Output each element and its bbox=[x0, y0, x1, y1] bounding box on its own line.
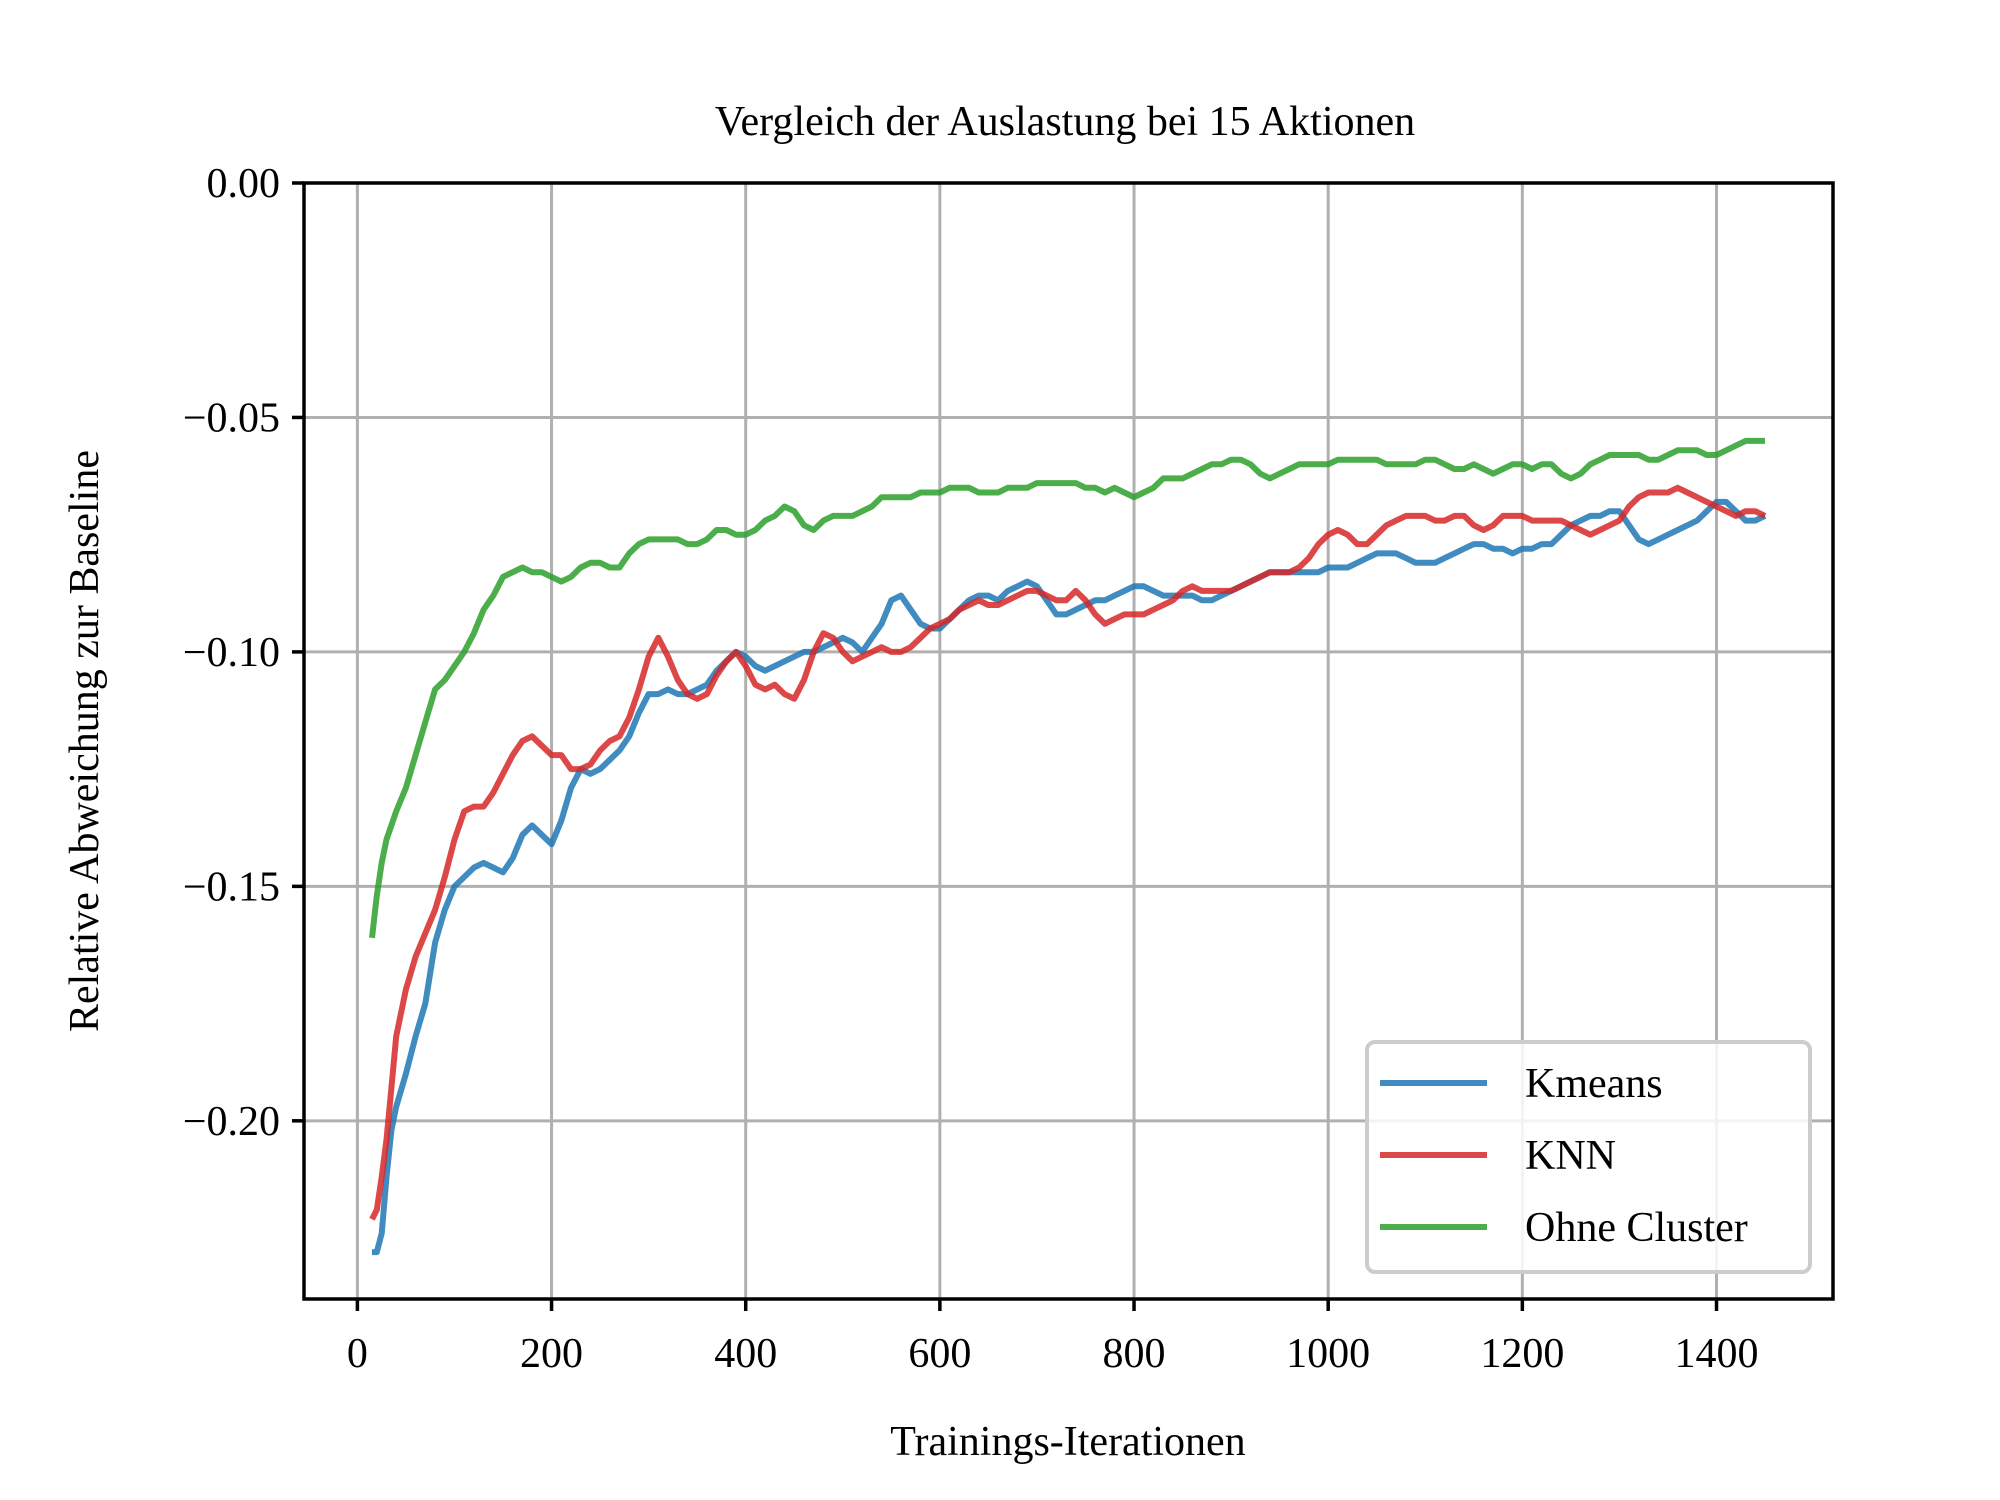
legend: Kmeans KNN Ohne Cluster bbox=[1365, 1040, 1812, 1274]
legend-label: Ohne Cluster bbox=[1525, 1205, 1748, 1251]
axis-ticks: 0 200 400 600 800 1000 1200 1400 0.00 −0.05 −0.10 −… bbox=[183, 161, 1759, 1377]
x-tick-label: 1400 bbox=[1675, 1331, 1759, 1377]
legend-box bbox=[1365, 1040, 1812, 1274]
series-line-ohne-cluster bbox=[369, 437, 1765, 939]
series-lines bbox=[369, 437, 1767, 1256]
x-tick-label: 0 bbox=[347, 1331, 368, 1377]
y-tick-label: 0.00 bbox=[207, 161, 281, 207]
legend-entries: Kmeans KNN Ohne Cluster bbox=[1380, 1061, 1748, 1251]
y-tick-label: −0.20 bbox=[183, 1099, 280, 1145]
legend-label: Kmeans bbox=[1525, 1061, 1663, 1107]
series-line-knn bbox=[369, 484, 1767, 1221]
x-tick-label: 600 bbox=[908, 1331, 971, 1377]
chart-title: Vergleich der Auslastung bei 15 Aktionen bbox=[715, 99, 1415, 145]
y-tick-label: −0.15 bbox=[183, 864, 280, 910]
x-tick-label: 200 bbox=[520, 1331, 583, 1377]
plot-frame bbox=[302, 181, 1835, 1301]
x-tick-label: 1200 bbox=[1480, 1331, 1564, 1377]
x-tick-label: 800 bbox=[1103, 1331, 1166, 1377]
x-tick-label: 400 bbox=[714, 1331, 777, 1377]
x-tick-label: 1000 bbox=[1286, 1331, 1370, 1377]
y-tick-label: −0.05 bbox=[183, 395, 280, 441]
y-axis-label: Relative Abweichung zur Baseline bbox=[62, 450, 108, 1032]
x-axis-label: Trainings-Iterationen bbox=[890, 1419, 1245, 1465]
legend-label: KNN bbox=[1525, 1133, 1616, 1179]
y-tick-label: −0.10 bbox=[183, 630, 280, 676]
